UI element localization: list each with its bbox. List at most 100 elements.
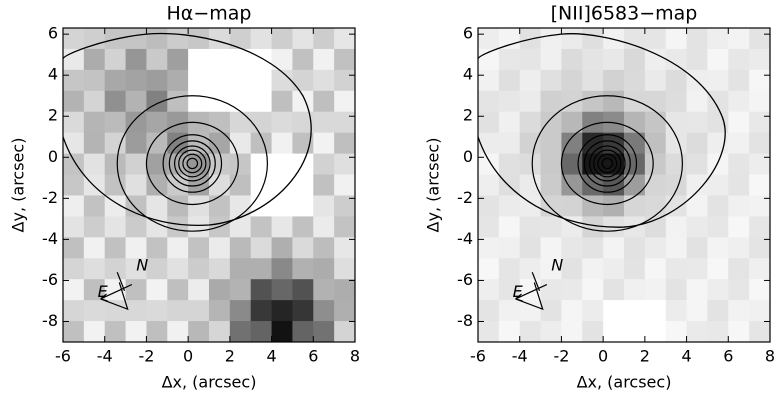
pixel bbox=[229, 28, 252, 50]
contour bbox=[593, 149, 622, 178]
pixel bbox=[271, 28, 293, 50]
pixel bbox=[540, 111, 562, 134]
pixel bbox=[104, 195, 127, 217]
pixel bbox=[313, 300, 335, 322]
contour bbox=[477, 33, 726, 228]
pixel bbox=[624, 321, 646, 343]
pixel bbox=[478, 111, 500, 134]
pixel bbox=[540, 132, 562, 155]
pixel bbox=[167, 28, 189, 50]
pixel bbox=[292, 48, 314, 71]
pixel bbox=[540, 237, 562, 259]
pixel bbox=[686, 237, 708, 259]
pixel bbox=[188, 90, 210, 113]
pixel bbox=[104, 111, 127, 134]
pixel bbox=[104, 90, 127, 113]
pixel bbox=[561, 28, 583, 50]
pixel bbox=[707, 28, 729, 50]
pixel bbox=[498, 111, 521, 134]
pixel bbox=[728, 216, 750, 238]
pixel bbox=[167, 111, 189, 134]
pixel bbox=[728, 90, 750, 113]
x-tick-label: -6 bbox=[470, 347, 486, 366]
pixel bbox=[313, 174, 335, 196]
pixel bbox=[686, 90, 708, 113]
pixel bbox=[603, 258, 625, 280]
pixel bbox=[624, 237, 646, 259]
x-tick-label: -4 bbox=[512, 347, 528, 366]
pixel bbox=[665, 216, 688, 238]
pixel bbox=[498, 321, 521, 343]
pixel bbox=[540, 300, 562, 322]
pixel bbox=[665, 321, 688, 343]
pixel bbox=[603, 237, 625, 259]
pixel bbox=[146, 321, 168, 343]
pixel bbox=[561, 174, 583, 196]
pixel bbox=[728, 195, 750, 217]
pixel bbox=[519, 90, 542, 113]
pixel bbox=[686, 153, 708, 176]
pixel bbox=[334, 174, 356, 196]
x-axis-label: Δx, (arcsec) bbox=[162, 373, 257, 392]
pixel bbox=[292, 28, 314, 50]
plot-frame bbox=[477, 27, 771, 343]
pixel bbox=[83, 153, 106, 176]
pixel bbox=[561, 90, 583, 113]
pixel bbox=[63, 279, 85, 301]
pixel bbox=[728, 48, 750, 71]
pixel bbox=[229, 111, 252, 134]
pixel bbox=[250, 90, 273, 113]
pixel bbox=[624, 300, 646, 322]
pixel bbox=[334, 216, 356, 238]
pixel bbox=[292, 216, 314, 238]
pixel bbox=[313, 321, 335, 343]
pixel bbox=[271, 279, 293, 301]
pixel bbox=[63, 216, 85, 238]
pixel bbox=[540, 69, 562, 92]
pixel bbox=[146, 279, 168, 301]
compass-label: E bbox=[513, 282, 524, 301]
pixel bbox=[603, 195, 625, 217]
pixel bbox=[209, 69, 231, 92]
pixel bbox=[229, 237, 252, 259]
pixel bbox=[540, 321, 562, 343]
pixel bbox=[229, 90, 252, 113]
pixel bbox=[519, 300, 542, 322]
pixel bbox=[209, 132, 231, 155]
pixel bbox=[334, 300, 356, 322]
pixel bbox=[313, 90, 335, 113]
pixel bbox=[313, 48, 335, 71]
pixel bbox=[167, 69, 189, 92]
pixel bbox=[728, 237, 750, 259]
pixel bbox=[313, 153, 335, 176]
pixel bbox=[665, 90, 688, 113]
pixel bbox=[582, 69, 604, 92]
pixel bbox=[167, 258, 189, 280]
pixel bbox=[728, 28, 750, 50]
y-tick-label: -6 bbox=[42, 270, 58, 289]
pixel bbox=[292, 300, 314, 322]
chart-title: [NII]6583−map bbox=[551, 3, 698, 25]
pixel bbox=[665, 132, 688, 155]
pixel bbox=[644, 90, 667, 113]
pixel bbox=[334, 111, 356, 134]
pixel bbox=[624, 258, 646, 280]
pixel bbox=[313, 237, 335, 259]
pixel bbox=[188, 216, 210, 238]
pixel bbox=[540, 153, 562, 176]
pixel bbox=[146, 28, 168, 50]
pixel bbox=[104, 237, 127, 259]
pixel bbox=[498, 48, 521, 71]
pixel bbox=[728, 321, 750, 343]
pixel bbox=[125, 153, 147, 176]
x-tick-label: 6 bbox=[723, 347, 733, 366]
pixel bbox=[292, 111, 314, 134]
pixel bbox=[728, 153, 750, 176]
pixel bbox=[229, 69, 252, 92]
pixel bbox=[707, 321, 729, 343]
pixel bbox=[292, 90, 314, 113]
pixel bbox=[104, 48, 127, 71]
x-tick-label: -2 bbox=[553, 347, 569, 366]
y-tick-label: 4 bbox=[48, 65, 58, 84]
pixel bbox=[229, 48, 252, 71]
